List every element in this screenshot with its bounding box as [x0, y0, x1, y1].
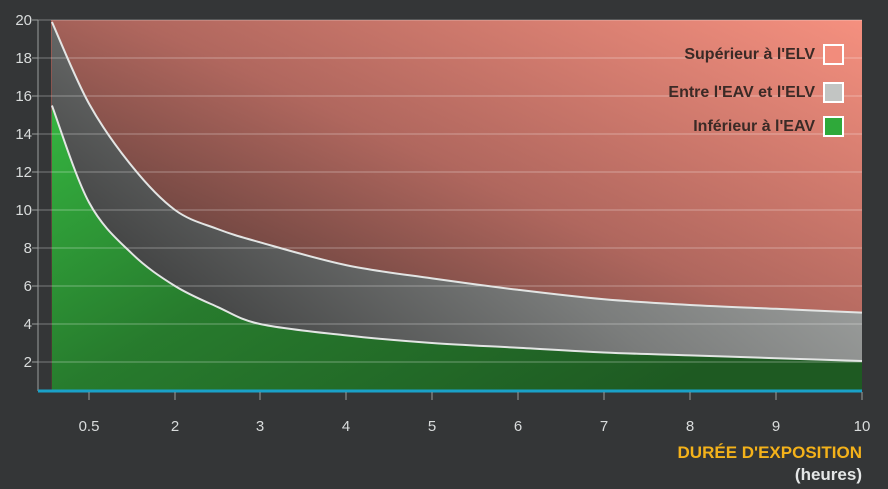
- x-axis-title: DURÉE D'EXPOSITION: [678, 443, 862, 462]
- y-tick-label: 2: [24, 354, 32, 371]
- legend-swatch-lower: [823, 116, 844, 137]
- curve-eav: [50, 105, 863, 363]
- curve-elv: [50, 21, 863, 314]
- x-tick-label: 10: [854, 418, 871, 435]
- y-tick-label: 16: [15, 88, 32, 105]
- legend-label-lower: Inférieur à l'EAV: [693, 118, 815, 135]
- legend-label-middle: Entre l'EAV et l'ELV: [668, 84, 815, 101]
- legend-label-upper: Supérieur à l'ELV: [684, 46, 815, 63]
- x-tick-label: 6: [514, 418, 522, 435]
- region-lower-area: [51, 105, 862, 391]
- x-tick-label: 2: [171, 418, 179, 435]
- x-axis-unit: (heures): [795, 465, 862, 484]
- x-tick-label: 7: [600, 418, 608, 435]
- x-tick-label: 9: [772, 418, 780, 435]
- y-tick-label: 6: [24, 278, 32, 295]
- x-tick-label: 3: [256, 418, 264, 435]
- axes: [37, 20, 862, 393]
- x-tick-label: 8: [686, 418, 694, 435]
- y-tick-label: 10: [15, 202, 32, 219]
- x-tick-label: 0.5: [79, 418, 100, 435]
- legend-swatch-upper: [823, 44, 844, 65]
- y-tick-labels: 2 4 6 8 10 12 14 16 18 20: [15, 12, 38, 371]
- y-tick-label: 18: [15, 50, 32, 67]
- y-tick-label: 20: [15, 12, 32, 29]
- x-tick-label: 5: [428, 418, 436, 435]
- y-tick-label: 12: [15, 164, 32, 181]
- y-tick-label: 8: [24, 240, 32, 257]
- x-tick-label: 4: [342, 418, 350, 435]
- gridlines: [38, 19, 862, 363]
- x-tick-labels: 0.5 2 3 4 5 6 7 8 9 10: [79, 392, 871, 435]
- legend-swatch-middle: [823, 82, 844, 103]
- region-middle-area: [51, 21, 862, 392]
- y-tick-label: 14: [15, 126, 32, 143]
- chart-regions: [51, 20, 862, 392]
- boundary-curves: [50, 21, 863, 363]
- legend: Supérieur à l'ELV Entre l'EAV et l'ELV I…: [668, 44, 844, 137]
- y-tick-label: 4: [24, 316, 32, 333]
